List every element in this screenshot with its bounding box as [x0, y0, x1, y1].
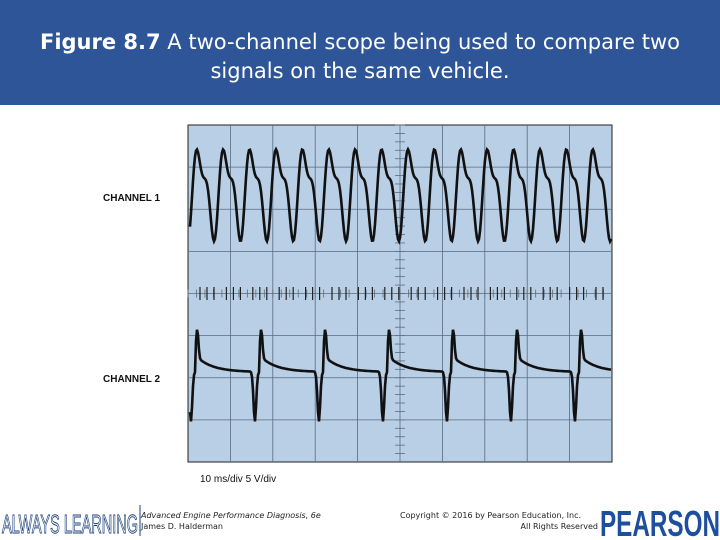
scale-label: 10 ms/div 5 V/div [200, 474, 276, 485]
book-title: Advanced Engine Performance Diagnosis, 6… [140, 511, 321, 520]
channel-1-trace [188, 146, 613, 245]
figure-label: Figure 8.7 [39, 30, 161, 54]
footer [0, 500, 720, 540]
figure-caption: A two-channel scope being used to compar… [167, 30, 681, 83]
channel-2-label: CHANNEL 2 [103, 374, 160, 385]
author: James D. Halderman [140, 522, 223, 531]
channel-1-label: CHANNEL 1 [103, 193, 160, 204]
rights: All Rights Reserved [521, 522, 598, 531]
brand: ALWAYS LEARNING [2, 509, 138, 539]
header: Figure 8.7 A two-channel scope being use… [0, 0, 720, 105]
publisher: PEARSON [600, 503, 720, 540]
slide-title: Figure 8.7 A two-channel scope being use… [10, 28, 710, 86]
copyright: Copyright © 2016 by Pearson Education, I… [400, 511, 581, 520]
channel-2-trace [188, 329, 612, 422]
pulse-marks [199, 287, 604, 300]
